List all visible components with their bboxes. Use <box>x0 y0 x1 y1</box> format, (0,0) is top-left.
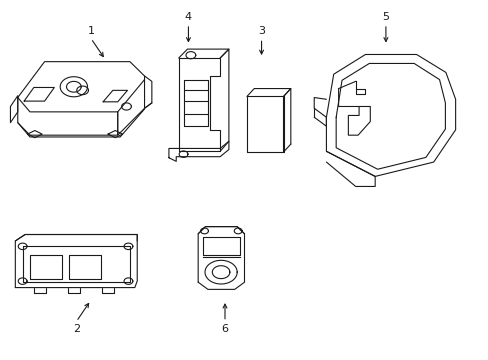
Text: 4: 4 <box>184 12 192 22</box>
Text: 2: 2 <box>73 324 80 334</box>
Text: 5: 5 <box>382 12 388 22</box>
Text: 3: 3 <box>258 26 264 36</box>
Text: 6: 6 <box>221 324 228 334</box>
Text: 1: 1 <box>87 26 94 36</box>
